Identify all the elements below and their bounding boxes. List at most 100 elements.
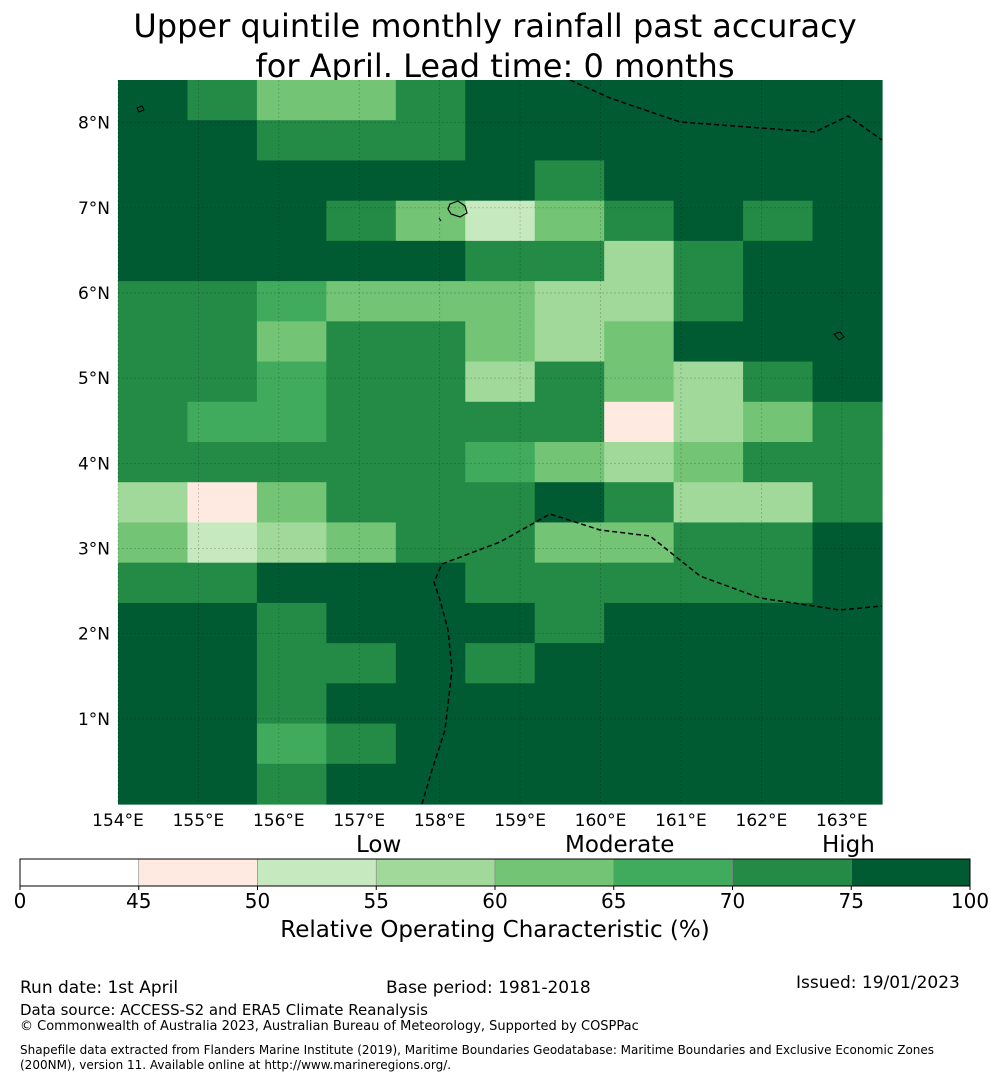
map-cell [187,482,258,524]
map-cell [256,602,327,644]
map-cell [465,442,536,483]
map-cell [534,723,605,765]
map-cell [812,482,883,524]
map-cell [118,562,189,604]
map-cell [187,763,258,805]
map-cell [118,281,189,322]
map-cell [326,80,397,121]
map-cell [604,602,675,644]
map-cell [743,442,814,483]
map-cell [673,200,744,242]
lon-tick-label: 163°E [816,811,868,830]
map-cell [812,361,883,403]
colorbar-bin [850,858,971,887]
colorbar-bins [19,858,971,887]
map-cell [187,321,258,363]
lon-tick-label: 161°E [655,811,707,830]
colorbar-bin [19,858,140,887]
colorbar-bin [732,858,852,887]
colorbar-tick-label: 75 [839,889,864,913]
map-cell [534,80,605,121]
map-cell [465,401,536,443]
map-cell [118,160,189,202]
map-cell [326,361,397,403]
map-cell [604,562,675,604]
map-boundaries [136,80,883,805]
map-cell [812,442,883,483]
colorbar-bin [257,858,377,887]
colorbar-bin [494,858,615,887]
map-cell [743,240,814,282]
map-cell [395,562,466,604]
map-cell [326,160,397,202]
map-cell [395,723,466,765]
map-cell [465,321,536,363]
map-cell [743,763,814,805]
map-cell [604,763,675,805]
map-cell [534,442,605,483]
map-cell [743,482,814,524]
map-cell [604,522,675,564]
roc-map: 154°E 155°E 156°E 157°E 158°E 159°E 160°E 161°E… [78,80,883,830]
map-cell [256,321,327,363]
map-cell [465,240,536,282]
map-tick-labels: 154°E 155°E 156°E 157°E 158°E 159°E 160°E 161°E… [78,114,868,830]
colorbar-tick-label: 100 [951,889,989,913]
map-cell [395,602,466,644]
map-cell [534,683,605,725]
map-cell [326,602,397,644]
map-cell [187,160,258,202]
map-cell [812,522,883,564]
map-cell [326,442,397,483]
map-cell [256,200,327,242]
map-cell [326,643,397,684]
map-cell [256,763,327,805]
map-cell [604,281,675,322]
map-cell [118,361,189,403]
map-cell [673,723,744,765]
map-cell [256,442,327,483]
map-cell [743,321,814,363]
map-cell [604,643,675,684]
map-cell [465,763,536,805]
map-cell [256,482,327,524]
map-cell [326,522,397,564]
map-cell [534,120,605,162]
map-cell [604,120,675,162]
map-cell [187,643,258,684]
map-cell [395,522,466,564]
colorbar-ticks: 0 45 50 55 60 65 70 75 100 [14,886,989,913]
map-cell [465,200,536,242]
map-cell [743,361,814,403]
map-cell [812,120,883,162]
map-cell [118,522,189,564]
map-cell [465,281,536,322]
map-cell [812,723,883,765]
title-line-1: Upper quintile monthly rainfall past acc… [133,7,857,45]
map-cell [673,361,744,403]
map-cell [118,683,189,725]
map-cell [673,482,744,524]
map-cell [118,643,189,684]
map-cell [673,442,744,483]
lon-tick-label: 157°E [333,811,385,830]
map-cell [465,643,536,684]
map-cell [187,522,258,564]
map-gridlines [117,80,882,804]
map-cell [534,200,605,242]
shapefile-credit-line-2: (200NM), version 11. Available online at… [20,1058,452,1072]
colorbar-tick-label: 70 [720,889,745,913]
map-cell [743,602,814,644]
map-cell [256,240,327,282]
lat-tick-label: 4°N [78,454,110,474]
map-cell [673,602,744,644]
shapefile-credit-line-1: Shapefile data extracted from Flanders M… [20,1043,935,1057]
map-cell [604,683,675,725]
map-cell [604,723,675,765]
map-cell [326,401,397,443]
map-cell [118,80,189,121]
map-cell [118,723,189,765]
map-cell [187,562,258,604]
map-cell [256,401,327,443]
map-cell [187,723,258,765]
